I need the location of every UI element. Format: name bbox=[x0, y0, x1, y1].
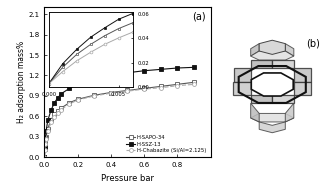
H-Chabazite (Si/Al=2.125) bbox=[159, 87, 163, 89]
H-Chabazite (Si/Al=2.125) bbox=[175, 85, 179, 87]
H-SAPO-34 bbox=[126, 89, 130, 92]
Polygon shape bbox=[272, 60, 294, 68]
Polygon shape bbox=[251, 113, 294, 122]
H-Chabazite (Si/Al=2.125) bbox=[43, 149, 47, 151]
H-SAPO-34 bbox=[46, 127, 50, 130]
H-SAPO-34 bbox=[175, 83, 179, 85]
H-SSZ-13 bbox=[92, 78, 96, 80]
H-SAPO-34 bbox=[92, 94, 96, 96]
H-SAPO-34 bbox=[109, 91, 113, 94]
Line: H-SAPO-34: H-SAPO-34 bbox=[42, 80, 196, 159]
Polygon shape bbox=[251, 51, 294, 60]
H-SAPO-34 bbox=[59, 107, 63, 109]
H-SSZ-13 bbox=[142, 70, 146, 72]
H-SSZ-13 bbox=[44, 130, 48, 132]
Line: H-SSZ-13: H-SSZ-13 bbox=[42, 65, 196, 159]
H-Chabazite (Si/Al=2.125) bbox=[126, 90, 130, 92]
Polygon shape bbox=[251, 44, 259, 56]
H-Chabazite (Si/Al=2.125) bbox=[192, 83, 196, 85]
H-SAPO-34 bbox=[52, 113, 56, 115]
H-SSZ-13 bbox=[126, 72, 130, 74]
H-Chabazite (Si/Al=2.125) bbox=[52, 116, 56, 118]
Polygon shape bbox=[234, 68, 251, 82]
Legend: H-SAPO-34, H-SSZ-13, H-Chabazite (Si/Al=2.125): H-SAPO-34, H-SSZ-13, H-Chabazite (Si/Al=… bbox=[124, 134, 208, 155]
Text: (a): (a) bbox=[192, 12, 206, 22]
H-SAPO-34 bbox=[159, 85, 163, 87]
Polygon shape bbox=[285, 44, 294, 56]
H-Chabazite (Si/Al=2.125) bbox=[42, 156, 46, 158]
H-SAPO-34 bbox=[44, 136, 48, 138]
H-SSZ-13 bbox=[56, 97, 60, 99]
H-SAPO-34 bbox=[43, 148, 47, 150]
H-Chabazite (Si/Al=2.125) bbox=[67, 103, 71, 105]
Polygon shape bbox=[251, 73, 293, 96]
H-SAPO-34 bbox=[192, 81, 196, 83]
H-Chabazite (Si/Al=2.125) bbox=[44, 138, 48, 140]
H-Chabazite (Si/Al=2.125) bbox=[56, 112, 60, 114]
Text: (b): (b) bbox=[306, 39, 320, 49]
H-SAPO-34 bbox=[43, 141, 47, 143]
H-Chabazite (Si/Al=2.125) bbox=[142, 88, 146, 90]
Y-axis label: H₂ adsorption mass%: H₂ adsorption mass% bbox=[16, 41, 26, 123]
X-axis label: Pressure bar: Pressure bar bbox=[101, 174, 154, 183]
H-SAPO-34 bbox=[42, 156, 46, 158]
Polygon shape bbox=[259, 122, 285, 133]
H-Chabazite (Si/Al=2.125) bbox=[49, 121, 53, 124]
H-SSZ-13 bbox=[192, 66, 196, 68]
H-SAPO-34 bbox=[142, 87, 146, 89]
Polygon shape bbox=[233, 82, 251, 95]
Polygon shape bbox=[272, 95, 294, 103]
H-SAPO-34 bbox=[76, 98, 80, 100]
H-SSZ-13 bbox=[175, 67, 179, 69]
H-Chabazite (Si/Al=2.125) bbox=[92, 95, 96, 97]
H-SSZ-13 bbox=[49, 109, 53, 111]
Polygon shape bbox=[259, 40, 285, 54]
H-SSZ-13 bbox=[46, 119, 50, 121]
Polygon shape bbox=[251, 60, 272, 68]
H-Chabazite (Si/Al=2.125) bbox=[109, 92, 113, 94]
Polygon shape bbox=[251, 103, 259, 122]
Polygon shape bbox=[294, 82, 311, 95]
Polygon shape bbox=[294, 68, 311, 82]
H-SSZ-13 bbox=[43, 146, 47, 148]
H-SAPO-34 bbox=[56, 110, 60, 112]
H-SSZ-13 bbox=[42, 156, 46, 158]
H-SSZ-13 bbox=[43, 137, 47, 139]
H-Chabazite (Si/Al=2.125) bbox=[76, 99, 80, 101]
H-SSZ-13 bbox=[159, 68, 163, 70]
H-SSZ-13 bbox=[52, 102, 56, 104]
H-SSZ-13 bbox=[76, 83, 80, 85]
H-Chabazite (Si/Al=2.125) bbox=[46, 130, 50, 132]
Line: H-Chabazite (Si/Al=2.125): H-Chabazite (Si/Al=2.125) bbox=[42, 82, 196, 159]
H-SSZ-13 bbox=[59, 93, 63, 95]
H-SSZ-13 bbox=[67, 87, 71, 89]
H-SAPO-34 bbox=[67, 102, 71, 104]
H-Chabazite (Si/Al=2.125) bbox=[43, 143, 47, 145]
H-SSZ-13 bbox=[109, 74, 113, 77]
Polygon shape bbox=[285, 103, 294, 122]
Polygon shape bbox=[251, 95, 272, 103]
H-Chabazite (Si/Al=2.125) bbox=[59, 108, 63, 111]
H-SAPO-34 bbox=[49, 119, 53, 121]
